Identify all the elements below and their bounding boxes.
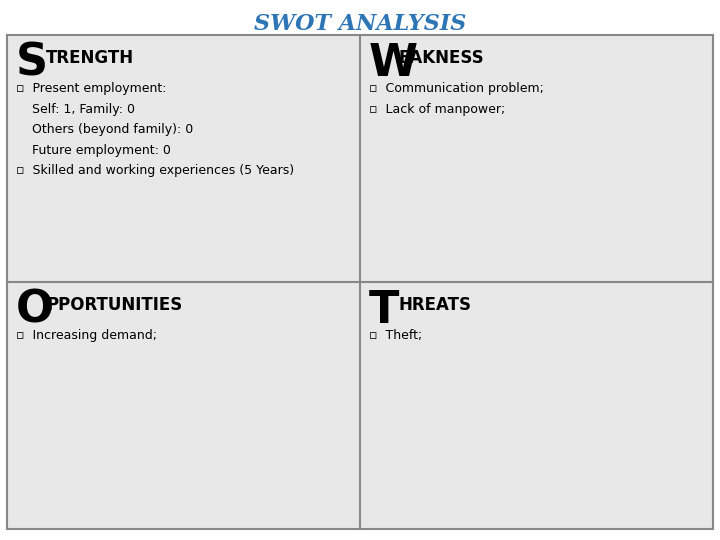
Text: S: S: [16, 42, 48, 85]
Text: Future employment: 0: Future employment: 0: [16, 144, 171, 157]
Text: HREATS: HREATS: [399, 296, 472, 314]
Text: ▫  Increasing demand;: ▫ Increasing demand;: [16, 329, 157, 342]
Text: T: T: [369, 288, 399, 332]
Text: O: O: [16, 288, 54, 332]
Text: ▫  Lack of manpower;: ▫ Lack of manpower;: [369, 103, 505, 116]
Text: ▫  Skilled and working experiences (5 Years): ▫ Skilled and working experiences (5 Yea…: [16, 164, 294, 177]
Text: ▫  Theft;: ▫ Theft;: [369, 329, 422, 342]
Text: W: W: [369, 42, 418, 85]
Text: Others (beyond family): 0: Others (beyond family): 0: [16, 123, 193, 136]
Text: ▫  Communication problem;: ▫ Communication problem;: [369, 82, 544, 95]
Text: SWOT ANALYSIS: SWOT ANALYSIS: [254, 14, 466, 36]
Text: EAKNESS: EAKNESS: [399, 49, 485, 67]
Text: Self: 1, Family: 0: Self: 1, Family: 0: [16, 103, 135, 116]
Text: ▫  Present employment:: ▫ Present employment:: [16, 82, 166, 95]
Text: TRENGTH: TRENGTH: [46, 49, 134, 67]
Text: PPORTUNITIES: PPORTUNITIES: [46, 296, 182, 314]
